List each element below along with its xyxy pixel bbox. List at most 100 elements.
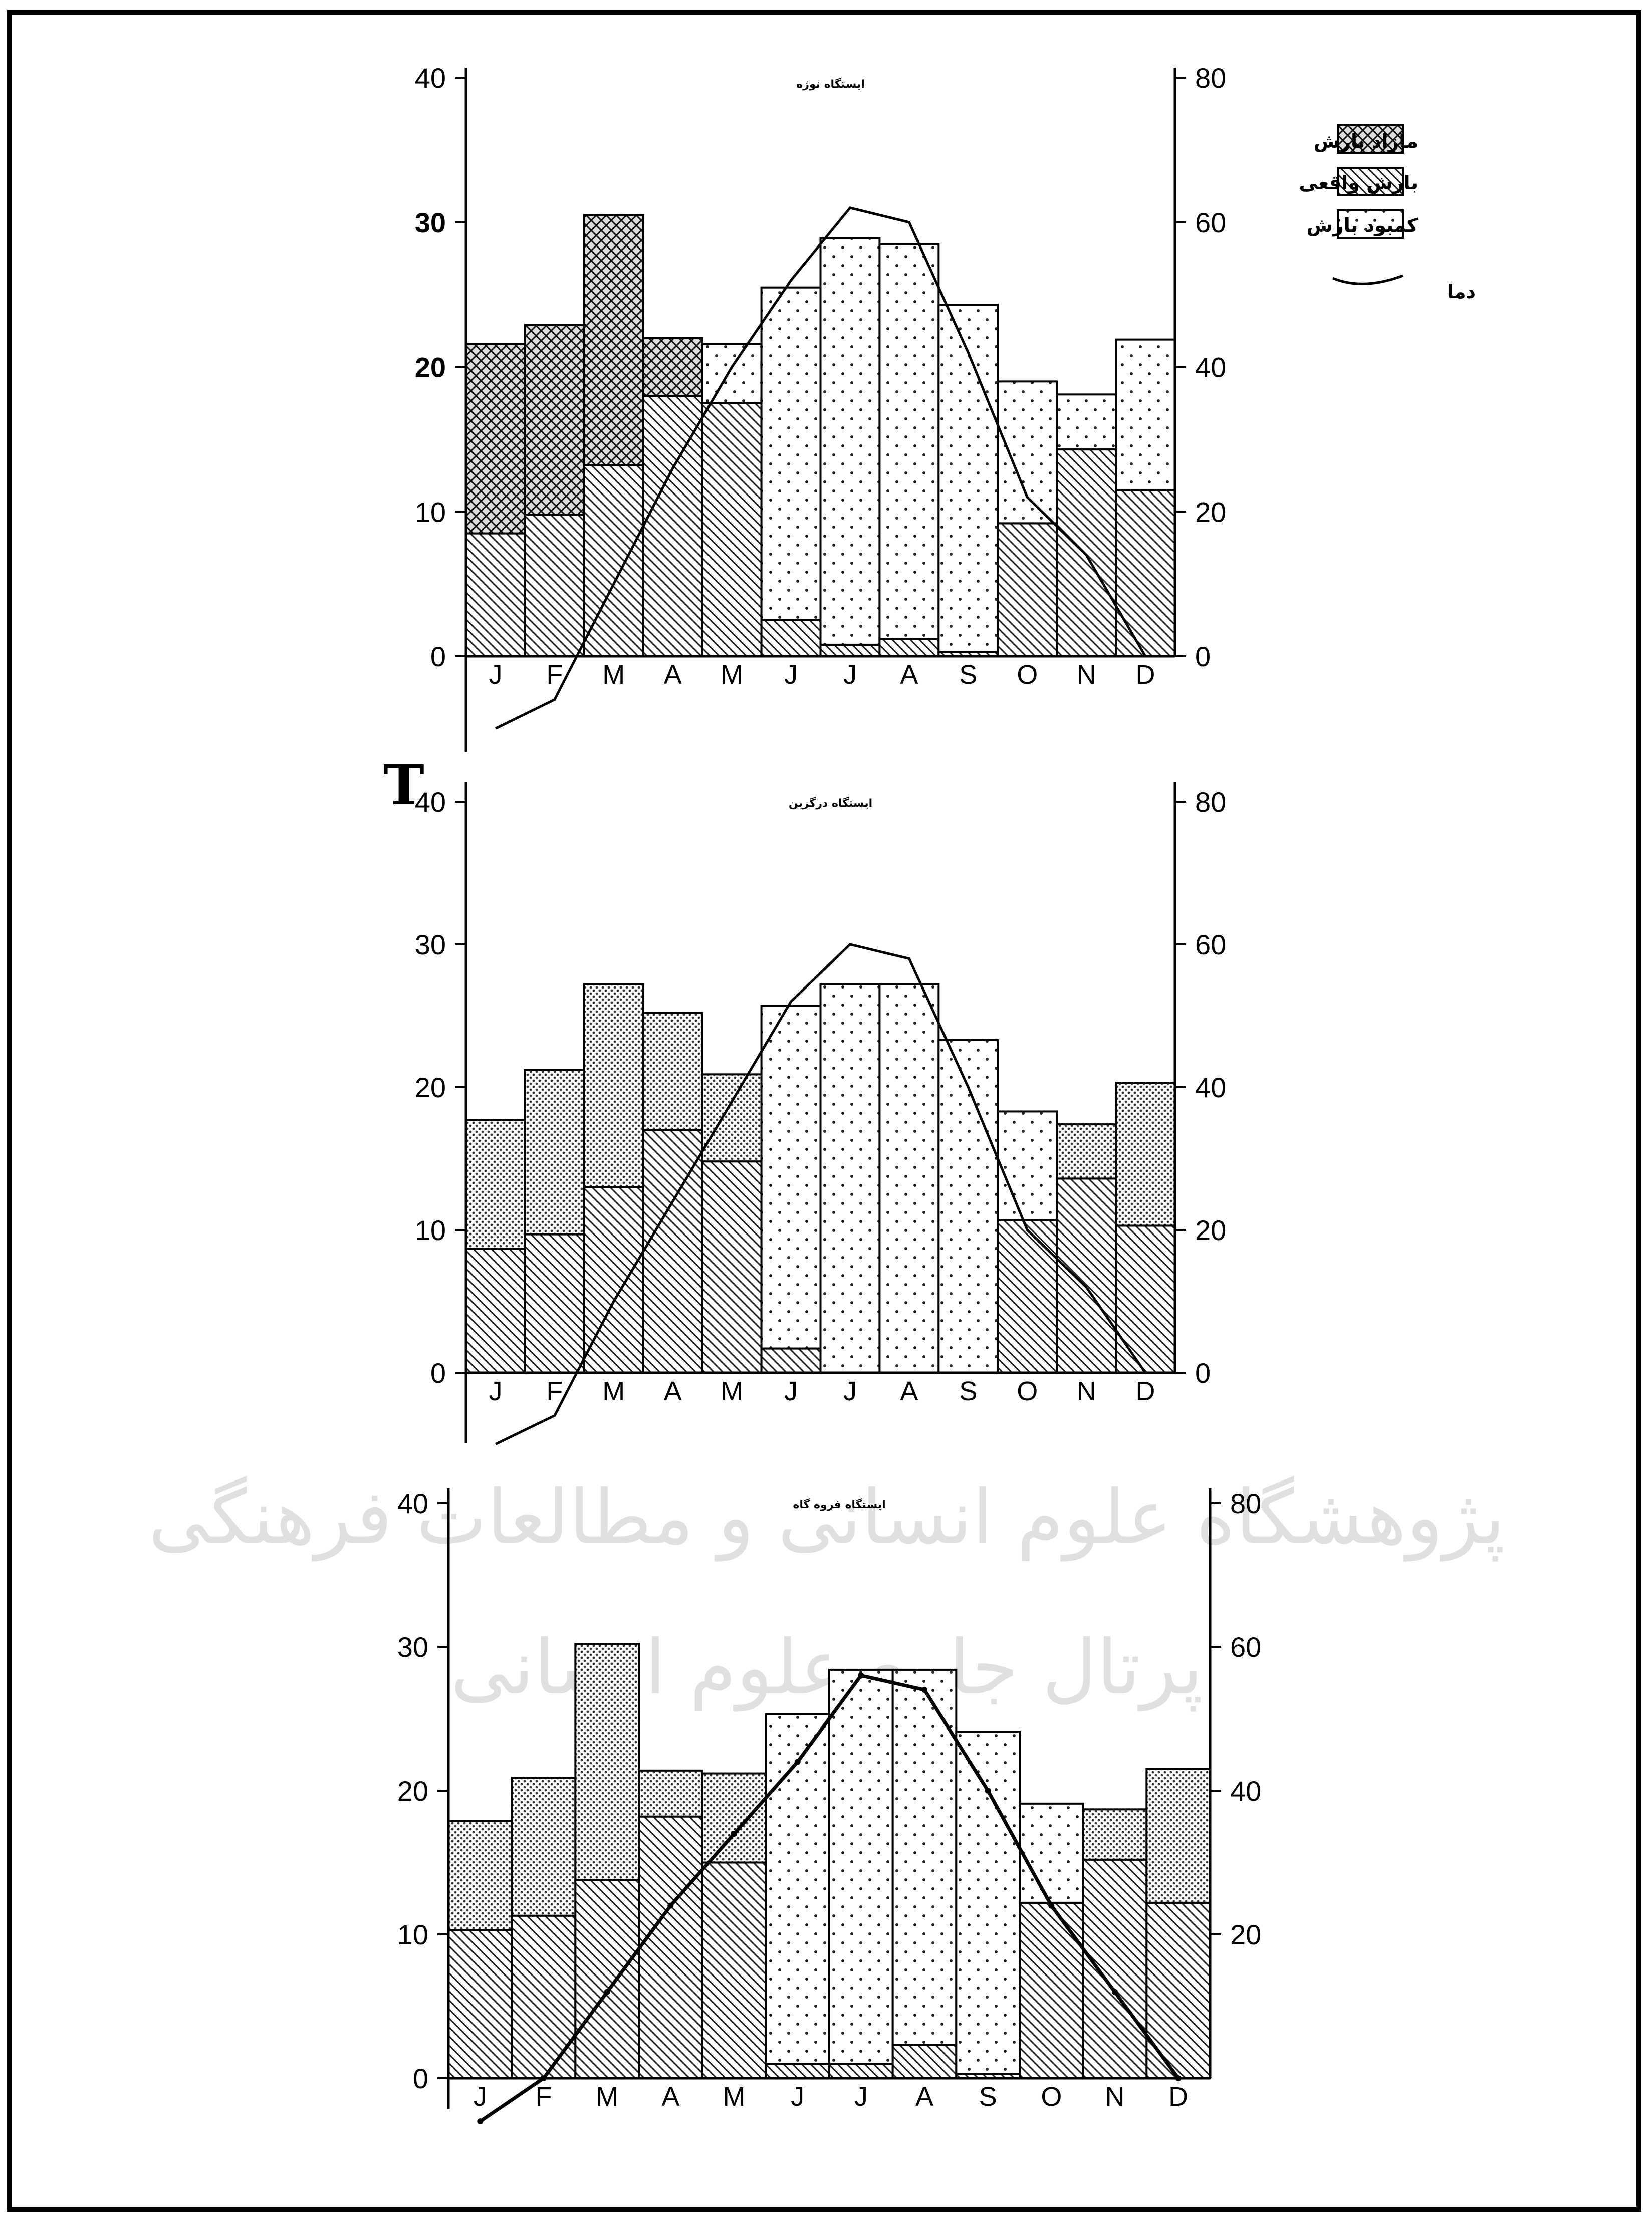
x-tick-label: A	[900, 1376, 918, 1406]
legend: مازاد بارش بارش واقعی کمبود بارش دما	[1299, 124, 1476, 303]
bar-actual-11	[1056, 1177, 1117, 1374]
bar-deficit-3	[583, 983, 644, 1188]
bar-surplus-4	[642, 337, 703, 397]
bar-actual-8	[878, 638, 940, 657]
x-tick-label: M	[602, 660, 625, 690]
bar-deficit-5	[701, 1772, 767, 1864]
x-tick-label: O	[1017, 1376, 1038, 1406]
y-left-tick-label: 0	[413, 2063, 428, 2094]
bar-deficit-10	[997, 1110, 1058, 1221]
bar-actual-1	[447, 1929, 513, 2079]
legend-swatch-temp	[1332, 274, 1403, 285]
bar-surplus-1	[465, 343, 526, 535]
x-tick-label: J	[791, 2082, 804, 2112]
temperature-point	[985, 1788, 991, 1794]
bar-actual-11	[1056, 448, 1117, 658]
chart-title: ایستگاه نوژه	[796, 77, 865, 91]
y-left-tick-label: 0	[430, 1357, 446, 1389]
chart-panel-3: 0 10 20 30 40 20 40 60 80 J F M A M J J A S O N D ایستگاه فرو…	[397, 1488, 1261, 2125]
bar-actual-11	[1082, 1858, 1148, 2079]
x-tick-label: A	[661, 2082, 679, 2112]
watermark-line1: پژوهشگاه علوم انسانی و مطالعات فرهنگی	[148, 1474, 1505, 1562]
bar-deficit-2	[524, 1069, 585, 1236]
y-right-tick-label: 20	[1195, 496, 1226, 528]
y-left-tick-label: 0	[430, 641, 446, 672]
temperature-point	[1175, 2075, 1182, 2081]
bar-actual-2	[511, 1914, 577, 2079]
temperature-point	[731, 1831, 737, 1837]
y-right-tick-label: 80	[1195, 786, 1226, 818]
x-tick-label: N	[1105, 2082, 1125, 2112]
bar-deficit-11	[1056, 393, 1117, 451]
y-right-tick-label: 0	[1195, 1357, 1211, 1389]
bar-actual-7	[819, 643, 881, 658]
temperature-point	[604, 1989, 610, 1995]
y-left-tick-label: 20	[415, 1072, 446, 1103]
temperature-point	[1112, 1989, 1118, 1995]
y-left-tick-label: 30	[415, 207, 446, 238]
bar-actual-7	[828, 2063, 894, 2079]
bar-actual-1	[465, 1248, 526, 1374]
x-tick-label: S	[959, 660, 977, 690]
bar-actual-3	[583, 464, 644, 657]
x-tick-label: M	[596, 2082, 618, 2112]
x-tick-label: J	[474, 2082, 487, 2112]
x-tick-label: D	[1168, 2082, 1188, 2112]
temperature-point	[921, 1687, 927, 1693]
bar-surplus-2	[524, 324, 585, 516]
y-left-tick-label: 10	[415, 496, 446, 528]
bar-actual-3	[583, 1186, 644, 1374]
x-tick-label: F	[546, 1376, 563, 1406]
x-tick-label: J	[489, 660, 502, 690]
x-tick-label: M	[721, 1376, 743, 1406]
y-right-tick-label: 60	[1195, 207, 1226, 238]
bar-deficit-11	[1056, 1123, 1117, 1180]
bar-actual-10	[997, 1219, 1058, 1374]
chart-panel-2: 0 10 20 30 40 0 20 40 60 80 J F M A M J J A S O N D ایستگاه در…	[415, 782, 1226, 1445]
y-left-tick-label: 40	[397, 1488, 428, 1519]
x-tick-label: J	[784, 660, 798, 690]
page-frame	[7, 10, 1641, 2212]
chart-title: ایستگاه فروه گاه	[793, 1498, 885, 1511]
y-right-tick-label: 20	[1230, 1919, 1261, 1950]
legend-swatch-surplus	[1337, 124, 1404, 154]
y-left-tick-label: 10	[415, 1214, 446, 1246]
bar-actual-5	[701, 1160, 763, 1374]
x-tick-label: N	[1077, 1376, 1096, 1406]
bar-actual-6	[765, 2063, 831, 2079]
bar-deficit-7	[819, 237, 881, 646]
x-tick-label: J	[854, 2082, 868, 2112]
x-tick-label: A	[664, 660, 682, 690]
bar-actual-2	[524, 514, 585, 658]
y-right-tick-label: 40	[1195, 1072, 1226, 1103]
y-right-tick-label: 40	[1230, 1775, 1261, 1807]
x-tick-label: F	[546, 660, 563, 690]
temperature-point	[667, 1902, 674, 1909]
bar-actual-6	[760, 1347, 822, 1374]
bar-deficit-7	[819, 983, 881, 1374]
x-tick-label: J	[489, 1376, 502, 1406]
y-left-tick-label: 30	[415, 929, 446, 960]
bar-deficit-12	[1145, 1768, 1211, 1904]
y-left-tick-label: 40	[415, 786, 446, 818]
page-mark: T	[383, 753, 424, 817]
bar-deficit-10	[997, 380, 1058, 525]
bar-deficit-1	[465, 1119, 526, 1250]
bar-deficit-3	[574, 1643, 640, 1881]
chart-panel-1: 0 10 20 30 40 0 20 40 60 80 J F M A M J J A S O N D ایستگاه نو…	[415, 62, 1226, 752]
bar-actual-12	[1145, 1901, 1211, 2080]
y-left-tick-label: 30	[397, 1631, 428, 1663]
bar-deficit-8	[891, 1668, 958, 2046]
temperature-point	[858, 1672, 864, 1679]
bar-deficit-8	[878, 983, 940, 1374]
legend-label-temp: دما	[1447, 281, 1476, 303]
y-right-tick-label: 40	[1195, 352, 1226, 383]
y-left-tick-label: 20	[397, 1775, 428, 1807]
bar-surplus-3	[583, 214, 644, 466]
bar-deficit-8	[878, 243, 940, 640]
y-right-tick-label: 0	[1195, 641, 1211, 672]
chart-title: ایستگاه درگزین	[789, 796, 872, 810]
y-left-tick-label: 10	[397, 1919, 428, 1950]
x-tick-label: M	[723, 2082, 746, 2112]
x-tick-label: M	[721, 660, 743, 690]
